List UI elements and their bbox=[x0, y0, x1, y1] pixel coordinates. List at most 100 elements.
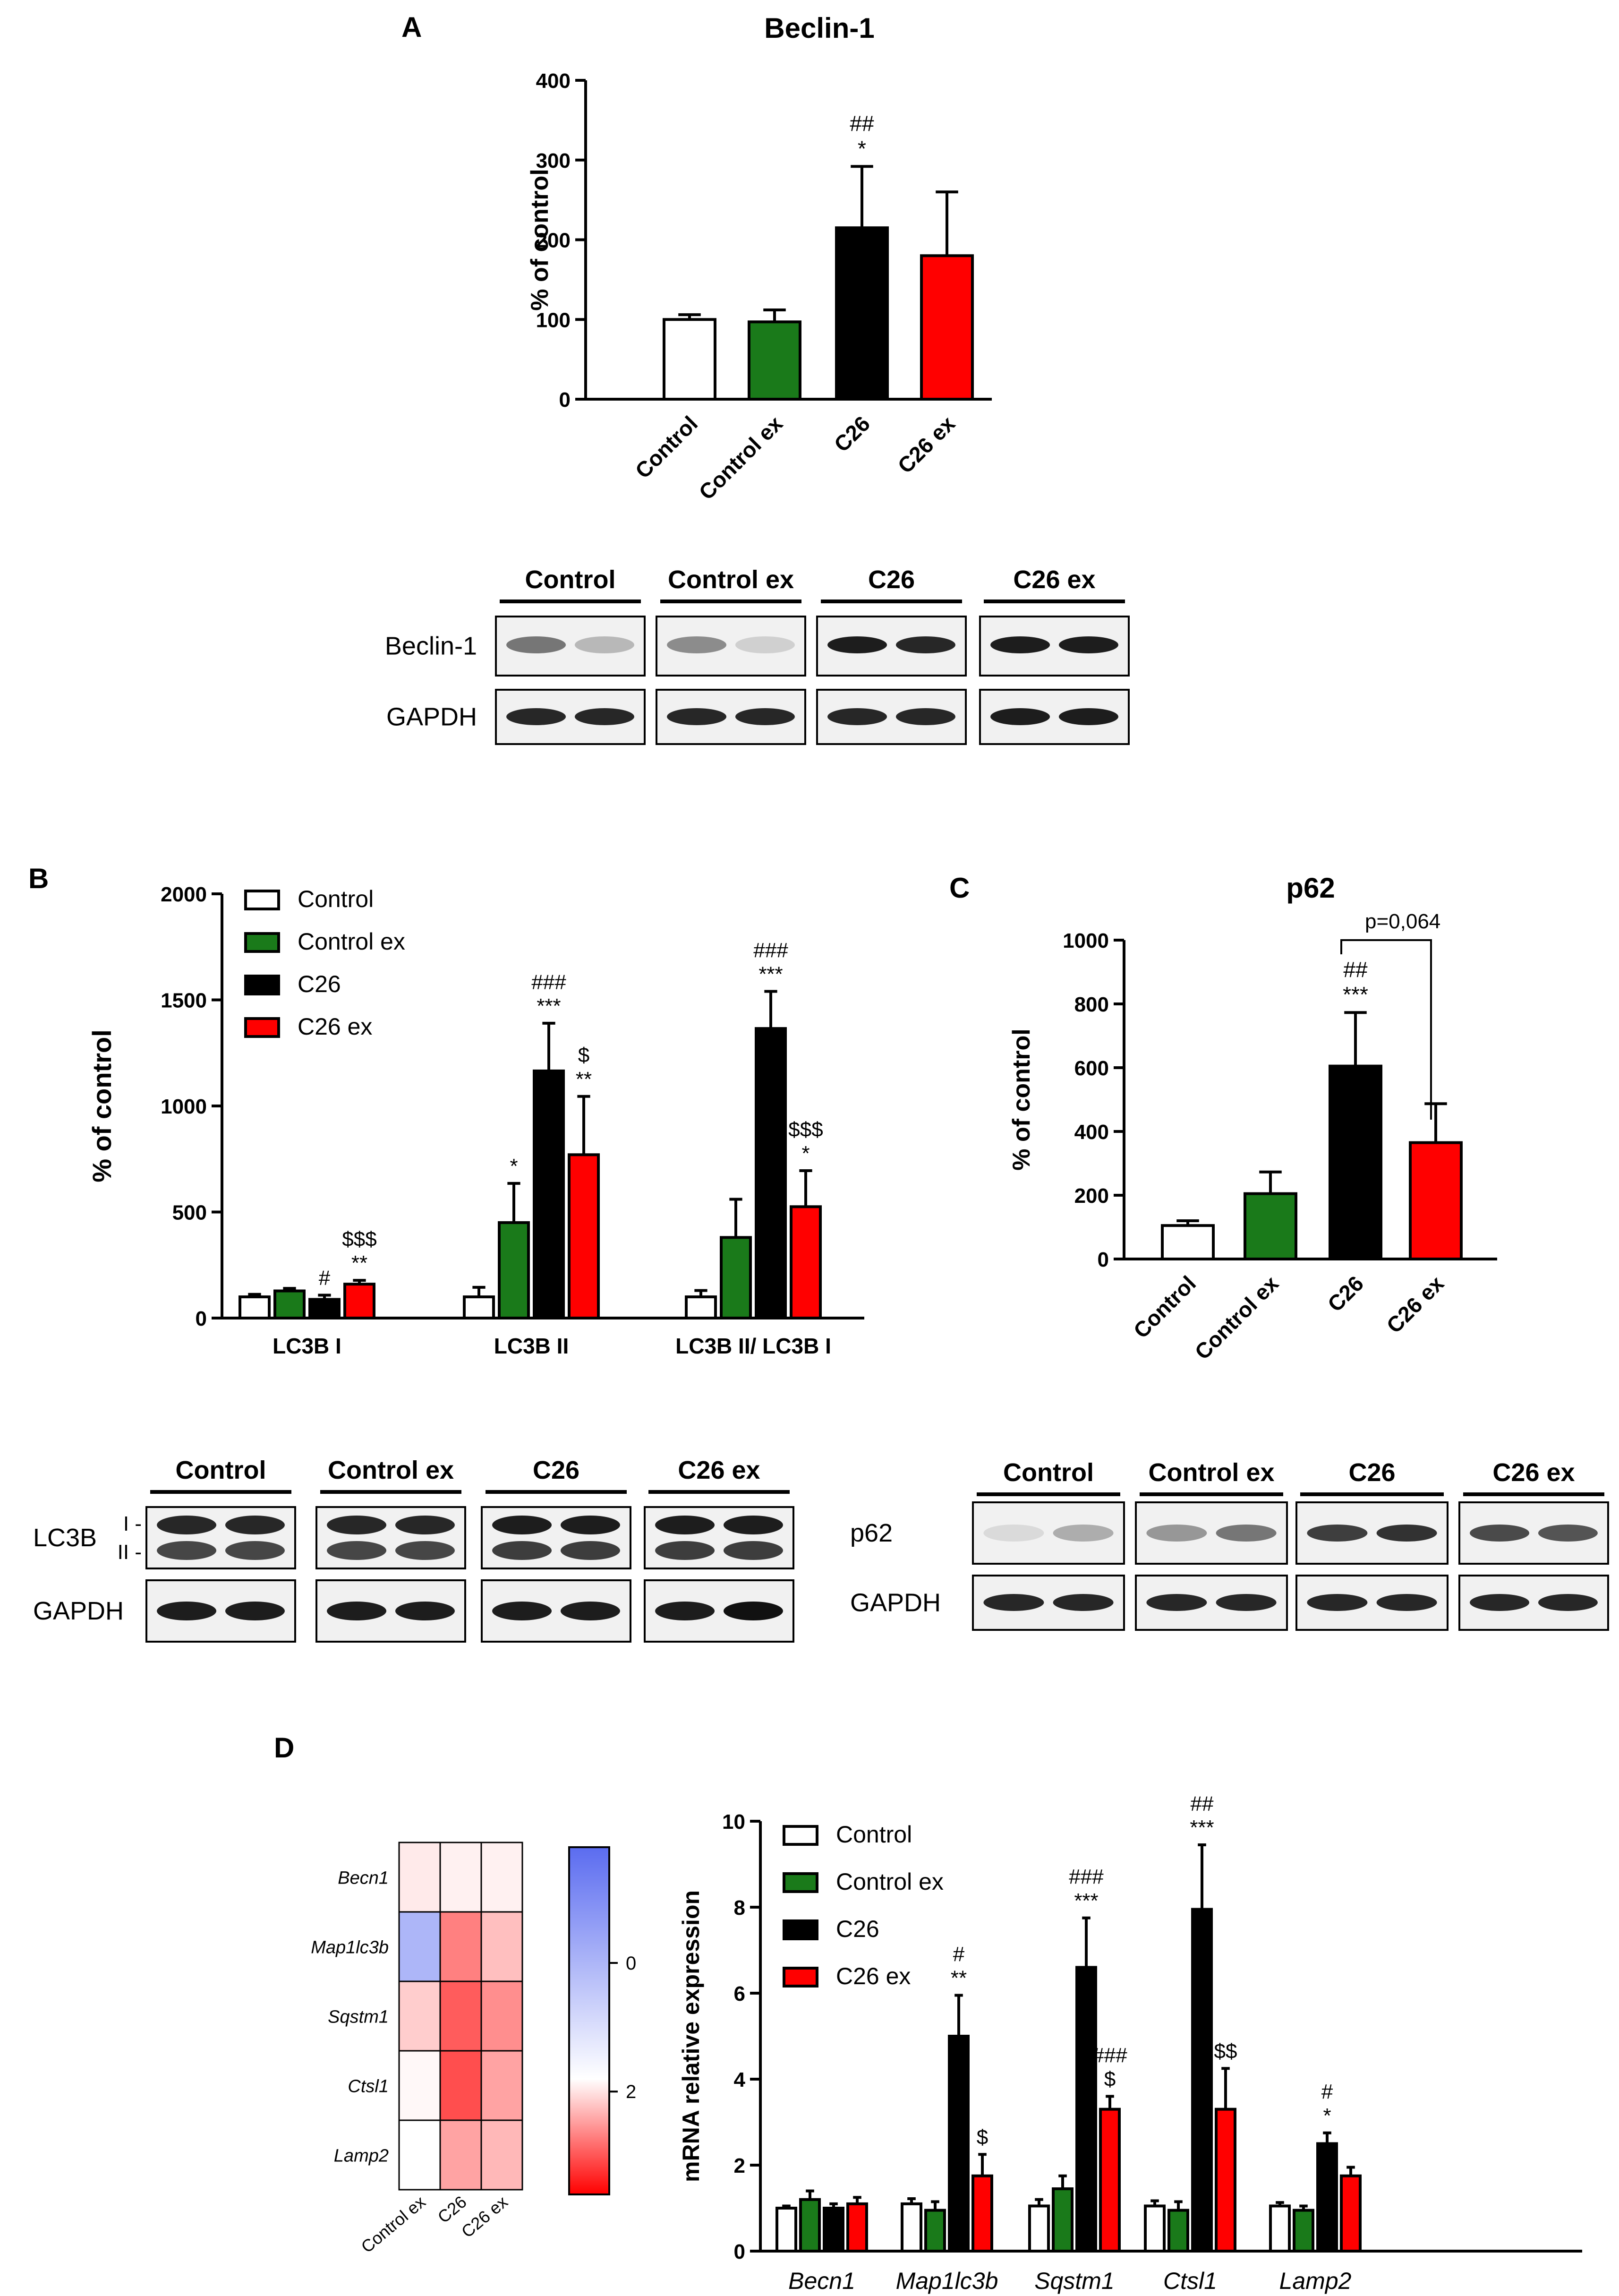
p62-blot-row-label: GAPDH bbox=[850, 1589, 941, 1617]
beclin-blot-band bbox=[735, 636, 795, 653]
mrna-bar bbox=[1269, 2204, 1291, 2253]
lc3b-legend-swatch bbox=[244, 932, 280, 953]
p62-blot-band bbox=[983, 1594, 1044, 1611]
lc3b-blot-band bbox=[157, 1541, 217, 1560]
lc3b-blot-band bbox=[723, 1516, 783, 1534]
p62-blot-group-label: Control bbox=[1003, 1458, 1094, 1487]
heatmap-cell bbox=[480, 1980, 523, 2052]
mrna-bar bbox=[1340, 2174, 1362, 2253]
panel-b-letter: B bbox=[28, 863, 49, 894]
lc3b-significance: $$$ bbox=[788, 1118, 823, 1141]
mrna-significance: $$ bbox=[1214, 2039, 1237, 2063]
lc3b-x-tick-label: LC3B II bbox=[494, 1334, 569, 1358]
mrna-y-axis-label: mRNA relative expression bbox=[678, 1890, 704, 2182]
lc3b-significance: * bbox=[801, 1142, 810, 1165]
lc3b-bar bbox=[463, 1295, 495, 1320]
p62-blot-band bbox=[983, 1525, 1044, 1542]
lc3b-bar bbox=[568, 1153, 600, 1320]
mrna-x-tick-label: Lamp2 bbox=[1279, 2268, 1352, 2294]
lc3b-significance: ** bbox=[576, 1068, 592, 1091]
p62-blot-band bbox=[1307, 1594, 1368, 1611]
heatmap-cell bbox=[480, 1911, 523, 1982]
lc3b-legend-label: C26 bbox=[298, 971, 341, 997]
lc3b-blot-band bbox=[560, 1602, 620, 1620]
lc3b-blot-band bbox=[225, 1516, 285, 1534]
lc3b-blot-blot-frame bbox=[644, 1506, 794, 1569]
beclin-y-axis-label: % of control bbox=[526, 169, 554, 310]
lc3b-significance: $ bbox=[578, 1044, 589, 1067]
p62-x-tick-label: C26 bbox=[1323, 1271, 1368, 1316]
lc3b-y-tick-label: 1500 bbox=[161, 989, 207, 1012]
mrna-bar bbox=[1293, 2209, 1314, 2253]
beclin-x-tick-label: C26 ex bbox=[893, 411, 960, 478]
mrna-y-tick-label: 8 bbox=[734, 1896, 745, 1919]
lc3b-blot-band bbox=[395, 1541, 455, 1560]
heatmap-row-label: Ctsl1 bbox=[348, 2077, 389, 2097]
lc3b-bar bbox=[533, 1069, 565, 1320]
mrna-bar bbox=[1167, 2209, 1189, 2253]
p62-y-tick-label: 800 bbox=[1074, 993, 1109, 1016]
lc3b-blot-band bbox=[723, 1541, 783, 1560]
beclin-blot-blot-frame bbox=[656, 616, 806, 677]
mrna-bar bbox=[1144, 2204, 1166, 2253]
mrna-bar bbox=[775, 2207, 797, 2253]
lc3b-blot-band bbox=[327, 1602, 387, 1620]
beclin-x-tick-label: C26 bbox=[829, 411, 875, 456]
lc3b-blot-band bbox=[723, 1602, 783, 1620]
heatmap-cell bbox=[398, 2119, 441, 2191]
mrna-y-tick-label: 0 bbox=[734, 2240, 745, 2263]
p62-bar bbox=[1161, 1224, 1215, 1260]
mrna-y-tick-label: 10 bbox=[722, 1810, 745, 1833]
lc3b-significance: *** bbox=[758, 963, 783, 986]
beclin-x-tick-label: Control bbox=[631, 411, 702, 483]
heatmap-row-label: Sqstm1 bbox=[328, 2007, 389, 2027]
panel-c-letter: C bbox=[949, 872, 970, 904]
beclin-blot-group-label: Control bbox=[525, 565, 616, 594]
lc3b-bar bbox=[498, 1221, 530, 1319]
p62-bracket-label: p=0,064 bbox=[1365, 910, 1440, 933]
colorbar-tick-label: 0 bbox=[626, 1953, 636, 1974]
heatmap-cell bbox=[398, 1842, 441, 1913]
p62-blot-band bbox=[1538, 1594, 1598, 1611]
p62-significance: *** bbox=[1343, 982, 1368, 1007]
beclin-bar bbox=[748, 320, 801, 401]
heatmap-cell bbox=[439, 2119, 482, 2191]
lc3b-y-tick-label: 0 bbox=[196, 1307, 207, 1330]
heatmap-cell bbox=[398, 1911, 441, 1982]
lc3b-bar bbox=[239, 1295, 271, 1320]
lc3b-legend-swatch bbox=[244, 1017, 280, 1038]
heatmap-row-label: Becn1 bbox=[338, 1868, 389, 1888]
lc3b-blot-row-label: LC3B bbox=[33, 1524, 97, 1552]
p62-significance-bracket: p=0,064 bbox=[1340, 910, 1440, 1120]
p62-blot-band bbox=[1376, 1525, 1437, 1542]
p62-y-tick-label: 200 bbox=[1074, 1184, 1109, 1208]
beclin-blot-band bbox=[1058, 708, 1118, 725]
lc3b-band-mark: II - bbox=[118, 1541, 142, 1564]
p62-blot-blot-frame bbox=[972, 1501, 1125, 1565]
heatmap-cell bbox=[439, 1911, 482, 1982]
beclin-blot-band bbox=[506, 708, 566, 725]
mrna-legend-swatch bbox=[783, 1967, 818, 1988]
p62-blot-group-label: C26 bbox=[1348, 1458, 1395, 1487]
lc3b-significance: ### bbox=[531, 970, 566, 994]
beclin-bar bbox=[663, 318, 716, 401]
p62-y-tick-label: 1000 bbox=[1063, 929, 1109, 952]
beclin-blot-band bbox=[895, 636, 955, 653]
lc3b-blot-band bbox=[225, 1541, 285, 1560]
lc3b-legend-swatch bbox=[244, 890, 280, 910]
lc3b-blot-band bbox=[395, 1516, 455, 1534]
colorbar-tick-label: 2 bbox=[626, 2082, 636, 2102]
mrna-significance: ### bbox=[1092, 2044, 1127, 2067]
mrna-bar bbox=[948, 2035, 970, 2253]
lc3b-bar bbox=[685, 1295, 717, 1320]
beclin-blot-band bbox=[990, 636, 1050, 653]
mrna-significance: ** bbox=[951, 1967, 967, 1990]
mrna-significance: ### bbox=[1069, 1865, 1104, 1888]
mrna-bar bbox=[1191, 1908, 1213, 2253]
beclin-y-tick-label: 0 bbox=[559, 388, 571, 411]
p62-blot-group-label: C26 ex bbox=[1492, 1458, 1575, 1487]
mrna-legend-swatch bbox=[783, 1919, 818, 1940]
p62-blot-group-label: Control ex bbox=[1148, 1458, 1274, 1487]
lc3b-western-blot: Control Control ex C26 C26 ex LC3B GAPDH I - II… bbox=[33, 1456, 794, 1643]
